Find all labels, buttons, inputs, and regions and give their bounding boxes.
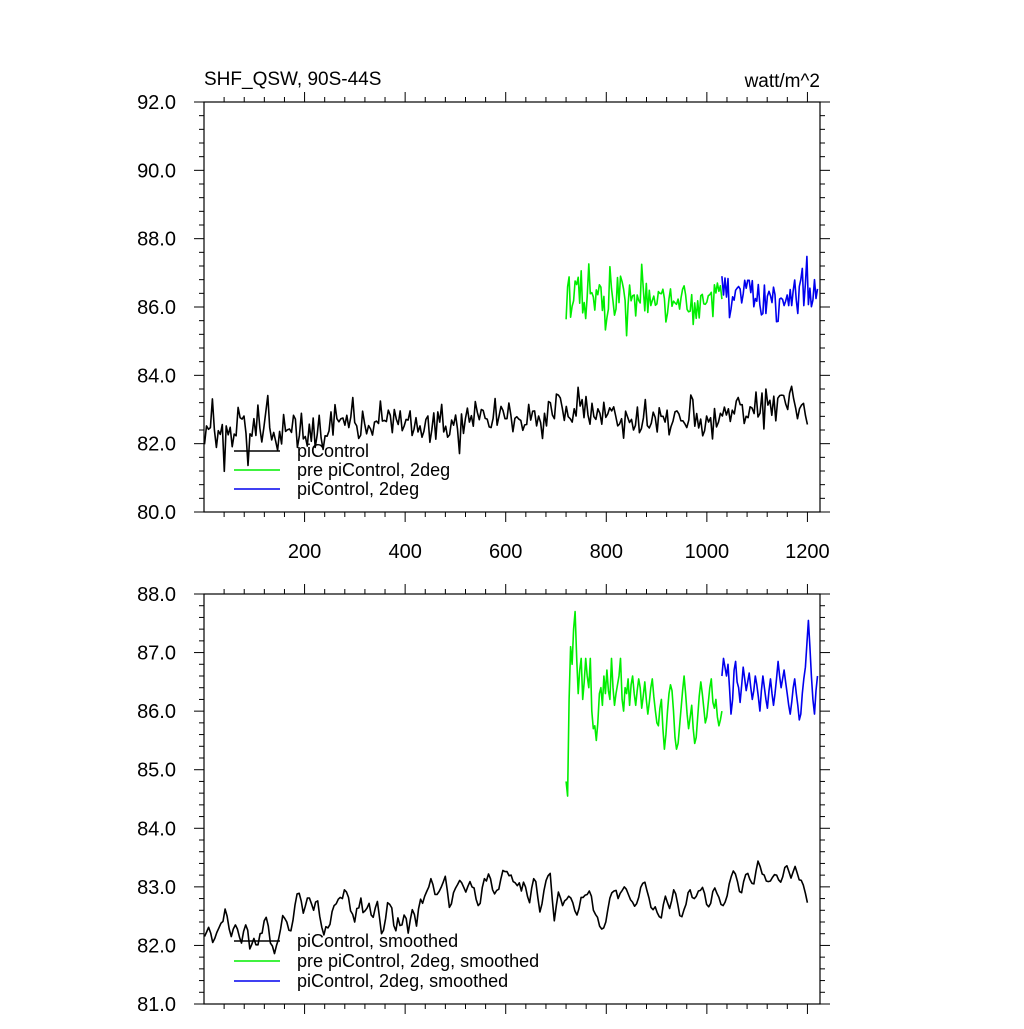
y-tick-label: 88.0	[137, 584, 176, 606]
y-tick-label: 86.0	[137, 701, 176, 723]
legend-label: piControl, smoothed	[297, 931, 458, 951]
series-line-1-1	[565, 610, 723, 797]
legend-label: piControl, 2deg	[297, 479, 419, 499]
series-line-0-2	[721, 255, 819, 323]
y-tick-label: 87.0	[137, 643, 176, 665]
bottom-panel: 81.0 82.0 83.0 84.0 85.0 86.0 87.0 88.0 piContro…	[137, 584, 830, 1016]
x-tick-label: 800	[590, 541, 623, 563]
y-tick-label: 84.0	[137, 818, 176, 840]
x-tick-label: 400	[388, 541, 421, 563]
y-tick-label: 86.0	[137, 297, 176, 319]
legend-label: pre piControl, 2deg, smoothed	[297, 951, 539, 971]
x-tick-label: 1200	[785, 541, 830, 563]
y-tick-label: 85.0	[137, 760, 176, 782]
y-tick-label: 88.0	[137, 229, 176, 251]
y-tick-label: 90.0	[137, 160, 176, 182]
y-tick-label: 82.0	[137, 935, 176, 957]
y-tick-label: 82.0	[137, 434, 176, 456]
y-tick-label: 84.0	[137, 365, 176, 387]
units-label: watt/m^2	[744, 71, 820, 92]
x-tick-label: 1000	[685, 541, 730, 563]
x-tick-label: 600	[489, 541, 522, 563]
y-tick-label: 81.0	[137, 994, 176, 1016]
y-tick-label: 83.0	[137, 877, 176, 899]
series-line-0-0	[203, 385, 809, 473]
y-tick-label: 92.0	[137, 92, 176, 114]
series-line-0-1	[565, 263, 723, 337]
x-tick-label: 200	[288, 541, 321, 563]
legend-label: piControl	[297, 441, 369, 461]
top-panel: 200 400 600 800 1000 1200 80.0 82.0 84.0 86.0 88.0…	[137, 92, 830, 563]
y-tick-label: 80.0	[137, 502, 176, 524]
series-line-1-0	[203, 860, 809, 955]
series-line-1-2	[721, 619, 819, 721]
legend-label: piControl, 2deg, smoothed	[297, 971, 508, 991]
plot-frame-1	[203, 593, 821, 1005]
legend-label: pre piControl, 2deg	[297, 460, 450, 480]
chart-title: SHF_QSW, 90S-44S	[204, 69, 381, 90]
